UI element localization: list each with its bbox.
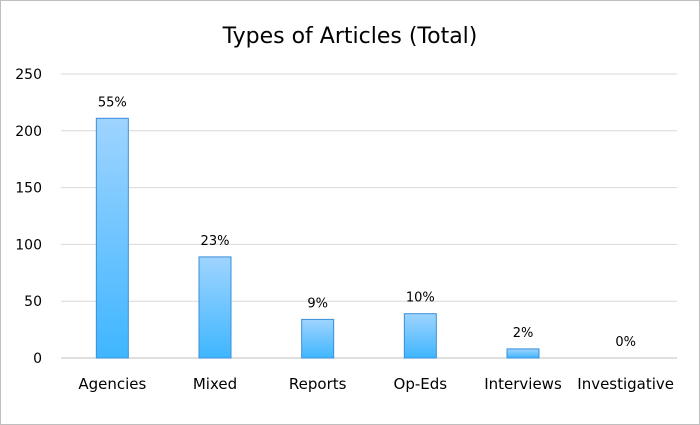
bar — [403, 313, 437, 359]
bar — [95, 117, 129, 359]
data-label: 2% — [513, 326, 534, 341]
data-labels: 55% 23% 9% 10% 2% 0% — [98, 95, 636, 350]
data-label: 0% — [615, 335, 636, 350]
y-tick-label: 0 — [33, 351, 42, 367]
data-label: 23% — [201, 234, 230, 249]
gridlines — [61, 73, 677, 359]
bar — [198, 256, 232, 359]
x-axis-labels: Agencies Mixed Reports Op-Eds Interviews Inve… — [78, 375, 674, 393]
bars — [95, 117, 540, 359]
x-tick-label: Op-Eds — [394, 375, 448, 393]
data-label: 55% — [98, 95, 127, 110]
x-tick-label: Interviews — [484, 375, 562, 393]
y-tick-label: 250 — [15, 67, 42, 83]
y-tick-label: 50 — [24, 294, 42, 310]
x-tick-label: Reports — [289, 375, 347, 393]
x-tick-label: Agencies — [78, 375, 146, 393]
data-label: 9% — [307, 296, 328, 311]
bar — [506, 348, 540, 359]
x-tick-label: Investigative — [577, 375, 674, 393]
data-label: 10% — [406, 291, 435, 306]
y-axis-ticks: 0 50 100 150 200 250 — [15, 67, 42, 367]
y-tick-label: 100 — [15, 237, 42, 253]
y-tick-label: 150 — [15, 181, 42, 197]
x-tick-label: Mixed — [193, 375, 237, 393]
chart-title: Types of Articles (Total) — [222, 24, 478, 49]
y-tick-label: 200 — [15, 124, 42, 140]
bar — [301, 318, 335, 359]
